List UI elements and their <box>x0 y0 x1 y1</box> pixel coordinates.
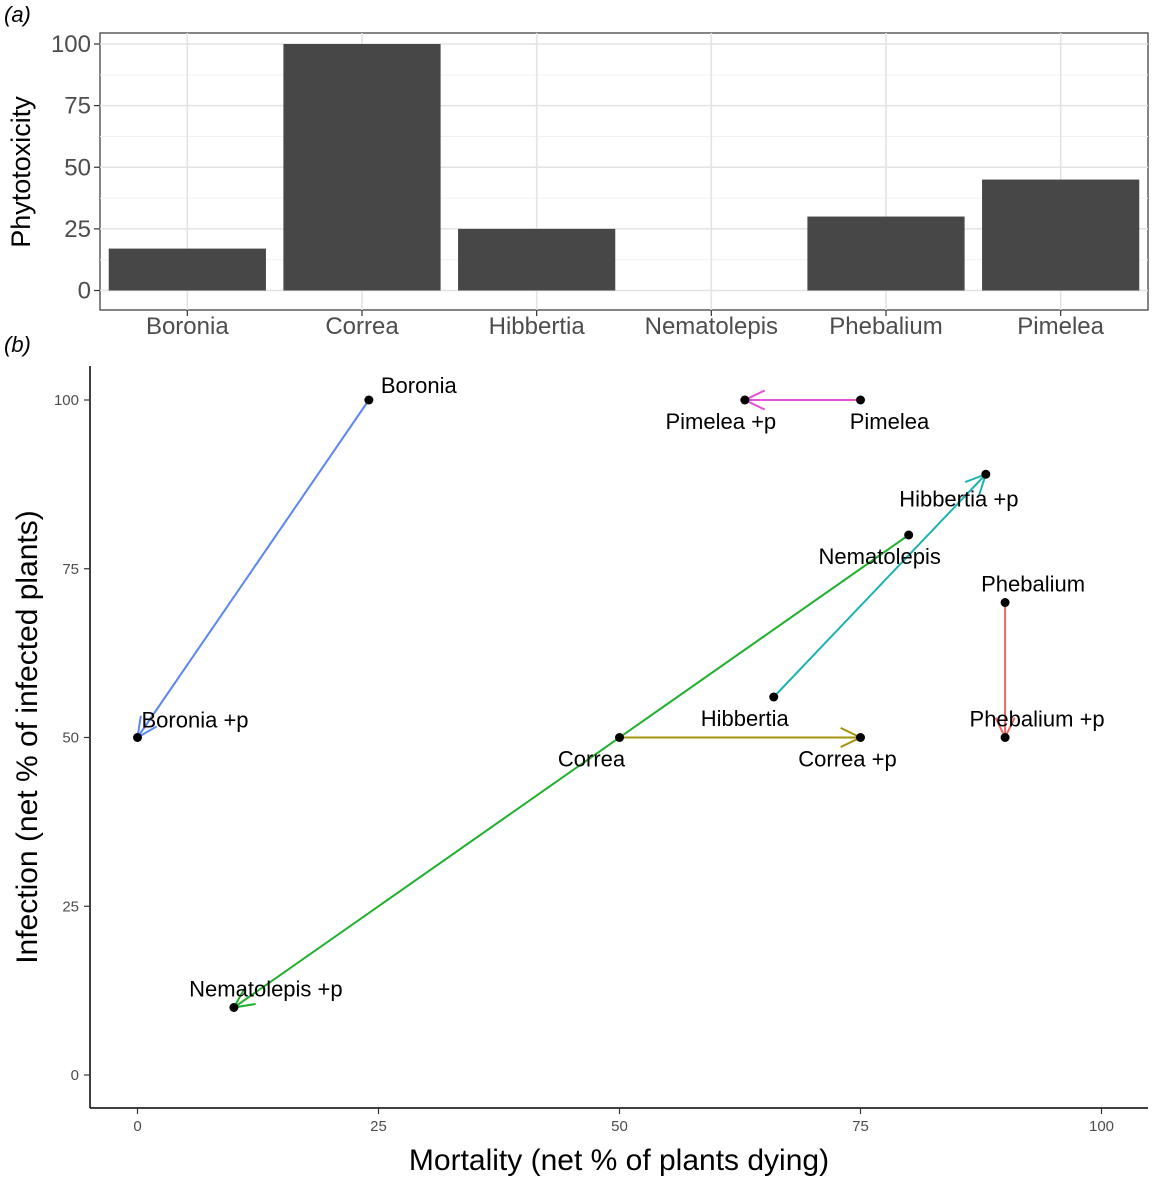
point-correa <box>615 733 624 742</box>
scatter-x-axis-title: Mortality (net % of plants dying) <box>409 1144 829 1177</box>
point-boronia <box>364 395 374 405</box>
point-nematolepis <box>904 530 914 540</box>
point-label-nematolepis-p: Nematolepis +p <box>189 977 342 1002</box>
scatter-points <box>133 395 1010 1012</box>
point-label-hibbertia-p: Hibbertia +p <box>899 486 1018 511</box>
bar-y-tick-label: 75 <box>64 93 91 120</box>
point-label-phebalium: Phebalium <box>981 572 1085 597</box>
bar-correa <box>283 44 441 291</box>
point-correa-p <box>856 733 865 742</box>
point-label-correa-p: Correa +p <box>798 747 896 772</box>
point-label-correa: Correa <box>558 747 626 772</box>
bar-y-tick-label: 0 <box>78 278 91 305</box>
scatter-chart-panel: 0 25 50 75 100 0 25 50 75 100 Boronia Boronia +p C… <box>11 366 1148 1177</box>
panel-label-b: (b) <box>4 332 31 357</box>
bar-x-tick-label: Correa <box>325 313 399 340</box>
point-pimelea <box>856 395 865 405</box>
bar-y-tick-label: 25 <box>64 216 91 243</box>
scatter-arrows <box>136 389 1016 1009</box>
bar-phebalium <box>807 216 965 291</box>
panel-label-a: (a) <box>4 2 31 27</box>
arrow-boronia <box>136 399 370 739</box>
point-hibbertia-p <box>981 469 991 479</box>
bar-grid <box>100 33 1148 310</box>
point-label-boronia: Boronia <box>381 373 458 398</box>
scatter-y-tick-label: 50 <box>62 730 79 747</box>
point-label-hibbertia: Hibbertia <box>701 706 790 731</box>
scatter-point-labels: Boronia Boronia +p Correa Correa +p Hibberti… <box>142 373 1105 1002</box>
point-phebalium <box>1000 598 1010 607</box>
scatter-x-tick-label: 25 <box>370 1118 387 1135</box>
point-phebalium-p <box>1000 733 1010 742</box>
bar-hibbertia <box>458 228 616 291</box>
scatter-y-tick-label: 75 <box>62 561 79 578</box>
scatter-x-axis: 0 25 50 75 100 <box>133 1108 1114 1135</box>
bar-y-axis-title: Phytotoxicity <box>6 96 36 248</box>
bar-y-tick-label: 100 <box>51 31 91 58</box>
scatter-y-axis: 0 25 50 75 100 <box>54 392 90 1084</box>
point-label-pimelea: Pimelea <box>850 409 930 434</box>
point-nematolepis-p <box>229 1003 239 1012</box>
scatter-y-tick-label: 100 <box>54 392 79 409</box>
bar-y-axis: 0 25 50 75 100 <box>51 31 100 305</box>
bar-x-tick-label: Nematolepis <box>645 313 778 340</box>
scatter-y-axis-title: Infection (net % of infected plants) <box>11 510 44 964</box>
point-label-phebalium-p: Phebalium +p <box>970 707 1105 732</box>
scatter-y-tick-label: 25 <box>62 898 79 915</box>
point-label-boronia-p: Boronia +p <box>142 708 249 733</box>
bar-x-tick-label: Boronia <box>146 313 229 340</box>
bar-x-tick-label: Hibbertia <box>489 313 586 340</box>
point-boronia-p <box>133 733 142 742</box>
scatter-x-tick-label: 100 <box>1089 1118 1114 1135</box>
bar-pimelea <box>982 179 1140 291</box>
bar-series <box>108 44 1140 291</box>
bar-x-tick-label: Phebalium <box>829 313 942 340</box>
arrow-nematolepis <box>233 534 910 1009</box>
scatter-x-tick-label: 50 <box>611 1118 628 1135</box>
bar-y-tick-label: 50 <box>64 154 91 181</box>
point-label-nematolepis: Nematolepis <box>819 544 941 569</box>
bar-plot-area <box>99 32 1149 311</box>
scatter-x-tick-label: 0 <box>133 1118 141 1135</box>
point-label-pimelea-p: Pimelea +p <box>665 409 776 434</box>
point-pimelea-p <box>740 395 750 405</box>
arrow-hibbertia <box>773 473 987 698</box>
point-hibbertia <box>769 692 779 702</box>
bar-chart-panel: 0 25 50 75 100 Boronia Correa Hibbertia Nematol… <box>6 31 1149 340</box>
scatter-x-tick-label: 75 <box>852 1118 869 1135</box>
bar-x-axis: Boronia Correa Hibbertia Nematolepis Phebali… <box>146 310 1105 340</box>
bar-x-tick-label: Pimelea <box>1017 313 1104 340</box>
bar-boronia <box>108 248 266 291</box>
scatter-y-tick-label: 0 <box>71 1067 79 1084</box>
